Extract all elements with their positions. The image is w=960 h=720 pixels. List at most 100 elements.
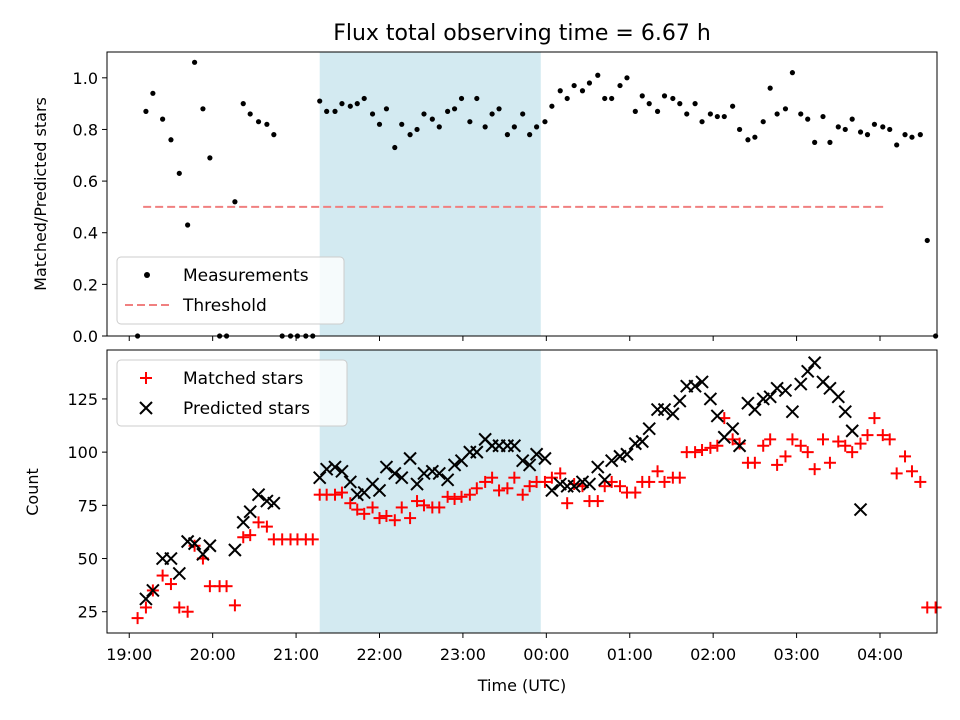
matched-star-point [614, 480, 627, 493]
measurement-point [407, 132, 413, 138]
matched-star-point [486, 471, 499, 484]
measurement-point [677, 101, 683, 107]
predicted-star-point [770, 381, 784, 396]
predicted-star-point [417, 466, 431, 481]
top-panel: 0.0 0.2 0.4 0.6 0.8 1.0 Matched/Predicted sta… [31, 51, 939, 346]
matched-star-point [448, 492, 461, 505]
matched-star-point [244, 529, 257, 542]
measurement-point [579, 88, 586, 94]
matched-star-point [344, 497, 357, 510]
matched-star-point [508, 471, 521, 484]
matched-star-point [764, 433, 777, 446]
measurement-point [721, 113, 727, 120]
measurement-point [467, 119, 473, 125]
predicted-star-point [635, 434, 649, 449]
measurement-point [392, 144, 398, 151]
matched-star-point [883, 433, 896, 446]
predicted-star-point [440, 473, 455, 487]
measurement-point [168, 137, 174, 143]
measurement-point [383, 106, 390, 112]
y-tick-label: 0.8 [73, 120, 98, 139]
measurement-point [639, 93, 645, 99]
predicted-star-point [447, 458, 462, 472]
matched-star-point [388, 514, 401, 527]
measurement-point [571, 82, 577, 89]
measurement-point [489, 111, 495, 117]
matched-star-point [929, 601, 942, 614]
bottom-legend: Matched stars Predicted stars [116, 359, 348, 427]
measurement-point [176, 170, 182, 176]
predicted-star-point [319, 462, 334, 476]
legend-measurements-label: Measurements [183, 266, 309, 286]
measurement-point [564, 95, 570, 102]
y-tick-label: 0.4 [73, 224, 98, 243]
predicted-star-point [642, 422, 656, 436]
predicted-star-point [410, 477, 424, 491]
matched-star-point [463, 488, 476, 501]
measurement-point [805, 116, 811, 122]
measurement-point [429, 116, 435, 122]
measurement-point [789, 70, 796, 76]
x-tick-label: 23:00 [440, 645, 486, 664]
measurement-point [332, 108, 338, 114]
measurement-point [520, 111, 526, 117]
matched-star-point [704, 441, 717, 454]
measurement-point [745, 137, 751, 143]
legend-measurements-marker [144, 272, 150, 278]
matched-star-point [237, 531, 250, 544]
matched-star-point [554, 467, 567, 480]
predicted-star-point [335, 464, 349, 478]
measurement-point [609, 95, 615, 102]
matched-star-point [516, 488, 529, 501]
measurement-point [849, 116, 855, 122]
matched-star-point [380, 509, 393, 522]
predicted-star-point [328, 460, 342, 474]
measurement-point [730, 103, 736, 109]
predicted-star-point [710, 409, 725, 423]
matched-star-point [433, 501, 446, 514]
matched-star-point [726, 433, 739, 446]
bottom-panel: 25 50 75 100 125 19:00 20:00 21:00 22:00 23:00 00… [23, 349, 942, 695]
top-panel-frame [106, 51, 938, 337]
measurement-point [324, 108, 330, 114]
matched-star-point [823, 456, 836, 469]
matched-star-point [839, 439, 852, 452]
measurement-point [399, 121, 405, 127]
observing-window-shade-bottom [319, 350, 541, 633]
predicted-star-point [379, 460, 394, 474]
matched-star-point [228, 599, 241, 612]
predicted-star-point [139, 592, 153, 606]
predicted-star-point [666, 407, 680, 421]
measurement-point [458, 95, 465, 102]
predicted-star-point [313, 470, 327, 485]
predicted-star-point [853, 502, 868, 517]
measurement-point [271, 132, 277, 138]
matched-star-point [358, 507, 371, 520]
matched-star-point [899, 450, 912, 463]
predicted-star-point [763, 390, 777, 404]
measurement-point [160, 116, 166, 122]
matched-star-point [470, 482, 483, 495]
matched-star-point [220, 580, 233, 593]
measurement-point [595, 72, 601, 78]
matched-star-point [417, 499, 430, 512]
measurement-point [684, 111, 690, 117]
matched-star-point [808, 463, 821, 476]
observing-window-shade-top [319, 52, 541, 336]
predicted-star-point [267, 496, 281, 510]
measurement-point [714, 113, 720, 120]
predicted-star-point [236, 515, 250, 530]
measurement-point [917, 132, 923, 138]
measurement-point [436, 124, 442, 130]
matched-star-point [395, 501, 408, 514]
measurement-point [894, 142, 900, 148]
matched-star-point [748, 456, 761, 469]
measurement-point [760, 119, 766, 125]
y-tick-label: 50 [78, 550, 98, 569]
predicted-star-point [778, 383, 793, 398]
matched-star-point [561, 497, 574, 510]
predicted-star-point [732, 439, 747, 453]
matched-star-point [252, 516, 265, 529]
predicted-star-point [794, 377, 808, 391]
measurement-point [369, 111, 376, 117]
